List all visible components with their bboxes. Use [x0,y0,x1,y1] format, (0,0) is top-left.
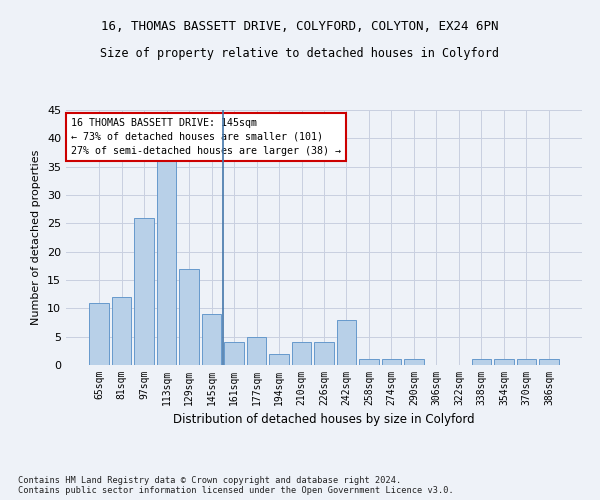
Bar [157,161,176,365]
Bar [359,360,379,365]
Bar [337,320,356,365]
Bar [224,342,244,365]
Text: 16, THOMAS BASSETT DRIVE, COLYFORD, COLYTON, EX24 6PN: 16, THOMAS BASSETT DRIVE, COLYFORD, COLY… [101,20,499,33]
Bar [314,342,334,365]
Bar [247,336,266,365]
Bar [89,302,109,365]
Bar [269,354,289,365]
Bar [179,268,199,365]
Y-axis label: Number of detached properties: Number of detached properties [31,150,41,325]
Bar [134,218,154,365]
Text: Size of property relative to detached houses in Colyford: Size of property relative to detached ho… [101,48,499,60]
Bar [539,360,559,365]
X-axis label: Distribution of detached houses by size in Colyford: Distribution of detached houses by size … [173,414,475,426]
Bar [517,360,536,365]
Bar [202,314,221,365]
Bar [382,360,401,365]
Bar [404,360,424,365]
Bar [472,360,491,365]
Bar [292,342,311,365]
Text: 16 THOMAS BASSETT DRIVE: 145sqm
← 73% of detached houses are smaller (101)
27% o: 16 THOMAS BASSETT DRIVE: 145sqm ← 73% of… [71,118,341,156]
Text: Contains HM Land Registry data © Crown copyright and database right 2024.
Contai: Contains HM Land Registry data © Crown c… [18,476,454,495]
Bar [494,360,514,365]
Bar [112,297,131,365]
